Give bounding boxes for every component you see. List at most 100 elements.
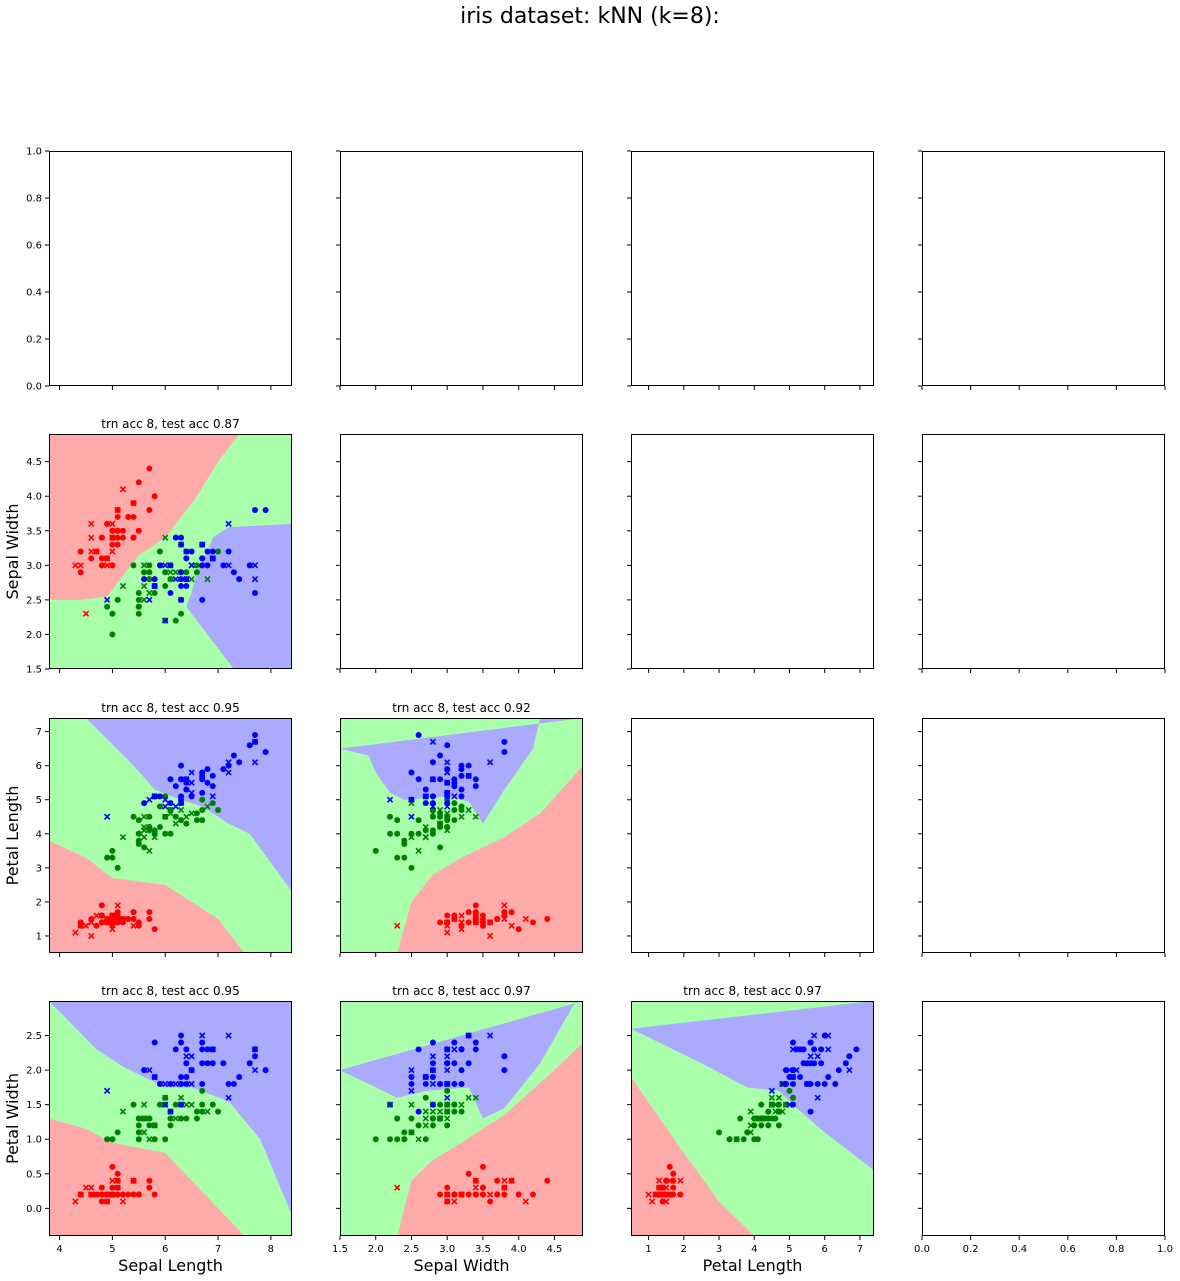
- train-point-virginica: [167, 1080, 174, 1087]
- y-tick-label: 2.5: [26, 595, 42, 606]
- train-point-versicolor: [726, 1136, 733, 1143]
- train-point-versicolor: [451, 817, 458, 824]
- train-point-virginica: [204, 766, 211, 773]
- subplot-r2-c1: trn acc 8, test acc 0.92: [336, 701, 583, 957]
- test-point-setosa: [656, 1177, 663, 1184]
- train-point-versicolor: [209, 1101, 216, 1108]
- region-setosa: [340, 765, 583, 953]
- train-point-versicolor: [104, 603, 111, 610]
- test-point-virginica: [225, 769, 232, 776]
- region-setosa: [49, 434, 240, 600]
- train-point-virginica: [444, 1046, 451, 1053]
- train-point-setosa: [135, 527, 142, 534]
- train-point-versicolor: [141, 569, 148, 576]
- test-point-virginica: [188, 1080, 195, 1088]
- test-point-virginica: [199, 541, 206, 548]
- test-point-setosa: [130, 922, 137, 929]
- test-point-versicolor: [436, 1115, 444, 1122]
- train-point-virginica: [408, 1074, 415, 1081]
- train-point-setosa: [104, 919, 111, 926]
- train-point-versicolor: [372, 1136, 379, 1143]
- train-point-versicolor: [394, 817, 401, 824]
- test-point-virginica: [251, 1046, 259, 1053]
- test-point-versicolor: [465, 1094, 472, 1101]
- train-point-setosa: [451, 915, 458, 922]
- subplot-title: trn acc 8, test acc 0.87: [101, 417, 239, 431]
- train-point-setosa: [109, 919, 116, 926]
- train-point-setosa: [130, 909, 137, 916]
- train-point-versicolor: [401, 1136, 408, 1143]
- train-point-virginica: [790, 1101, 796, 1108]
- train-point-versicolor: [156, 803, 163, 810]
- train-point-virginica: [172, 1046, 179, 1053]
- axes-frame: [340, 434, 583, 669]
- test-point-virginica: [172, 575, 179, 583]
- test-point-versicolor: [472, 1094, 479, 1101]
- train-point-virginica: [429, 793, 436, 800]
- train-point-virginica: [167, 1108, 174, 1115]
- train-point-versicolor: [146, 827, 153, 834]
- x-tick-label: 2: [681, 1244, 687, 1255]
- train-point-setosa: [104, 1198, 111, 1205]
- train-point-virginica: [422, 1074, 429, 1081]
- train-point-setosa: [437, 919, 444, 926]
- train-point-versicolor: [193, 1108, 200, 1115]
- train-point-versicolor: [183, 820, 190, 827]
- train-point-setosa: [151, 493, 158, 500]
- train-point-virginica: [151, 1039, 158, 1046]
- test-point-virginica: [146, 796, 153, 803]
- train-point-setosa: [98, 562, 105, 569]
- test-point-versicolor: [422, 1122, 429, 1129]
- train-point-versicolor: [199, 806, 206, 813]
- train-point-setosa: [146, 915, 153, 922]
- test-point-versicolor: [761, 1115, 768, 1122]
- figure-title: iris dataset: kNN (k=8):: [460, 4, 720, 29]
- train-point-versicolor: [151, 1122, 158, 1129]
- train-point-setosa: [544, 915, 551, 922]
- test-point-setosa: [458, 912, 465, 919]
- y-tick-label: 0.0: [26, 382, 42, 393]
- train-point-setosa: [109, 541, 116, 548]
- test-point-versicolor: [422, 834, 429, 841]
- region-setosa: [631, 1077, 874, 1236]
- train-point-setosa: [88, 555, 95, 562]
- train-point-versicolor: [790, 1094, 796, 1101]
- axes-frame: [49, 718, 292, 953]
- x-tick-label: 0.8: [1108, 1244, 1124, 1255]
- axes-frame: [922, 434, 1165, 669]
- train-point-versicolor: [408, 1115, 415, 1122]
- train-point-virginica: [415, 1046, 422, 1053]
- test-point-setosa: [394, 922, 401, 929]
- train-point-versicolor: [178, 817, 185, 824]
- train-point-virginica: [501, 749, 508, 756]
- train-point-virginica: [821, 1080, 828, 1087]
- train-point-versicolor: [451, 1101, 458, 1108]
- test-point-versicolor: [140, 1101, 148, 1108]
- test-point-versicolor: [140, 823, 148, 831]
- train-point-versicolor: [394, 1115, 401, 1122]
- test-point-virginica: [146, 1066, 153, 1074]
- test-point-versicolor: [140, 813, 148, 820]
- train-point-versicolor: [178, 610, 185, 617]
- train-point-virginica: [209, 783, 216, 790]
- train-point-versicolor: [146, 1115, 153, 1122]
- train-point-versicolor: [172, 617, 179, 624]
- train-point-virginica: [842, 1060, 849, 1067]
- train-point-virginica: [437, 752, 444, 759]
- test-point-setosa: [119, 486, 127, 493]
- x-tick-label: 4.5: [546, 1244, 562, 1255]
- train-point-versicolor: [130, 562, 137, 569]
- test-point-versicolor: [444, 1115, 451, 1122]
- test-point-versicolor: [177, 806, 185, 814]
- test-point-versicolor: [458, 1101, 465, 1108]
- train-point-setosa: [114, 912, 121, 919]
- train-point-versicolor: [156, 823, 163, 830]
- test-point-virginica: [444, 1053, 451, 1060]
- train-point-virginica: [451, 1039, 458, 1046]
- axes-frame: [340, 718, 583, 953]
- test-point-setosa: [444, 929, 451, 936]
- subplot-title: trn acc 8, test acc 0.92: [392, 701, 530, 715]
- train-point-virginica: [429, 1060, 436, 1067]
- train-point-virginica: [800, 1046, 807, 1053]
